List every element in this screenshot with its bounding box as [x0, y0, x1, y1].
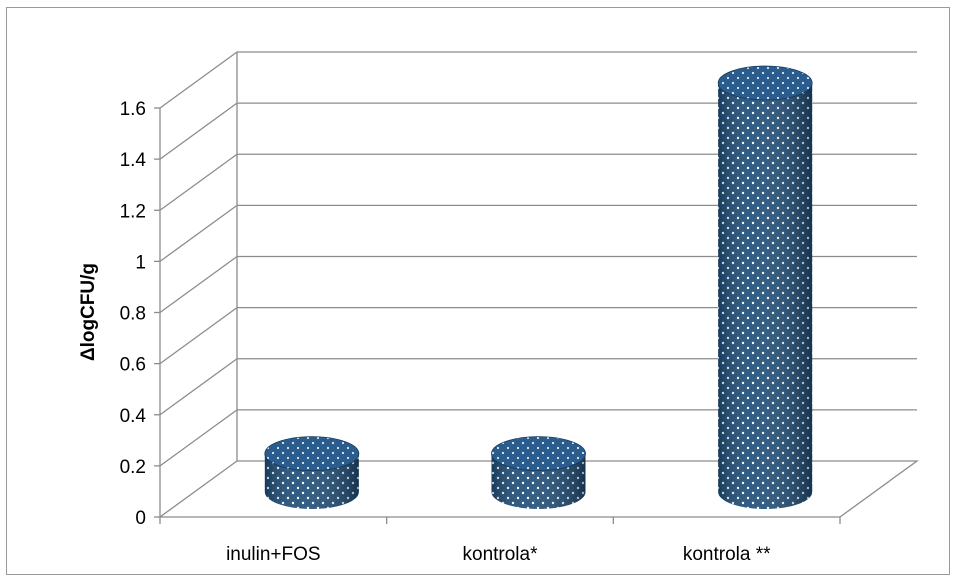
- bar: [264, 436, 360, 509]
- y-tick-label: 0.4: [120, 406, 147, 427]
- bar-shading: [718, 83, 813, 509]
- y-tick-label: 1: [135, 252, 146, 273]
- x-tick-label: inulin+FOS: [226, 544, 321, 565]
- y-tick-label: 0.2: [120, 457, 146, 478]
- y-axis-title: ΔlogCFU/g: [78, 263, 99, 361]
- y-tick-label: 1.4: [120, 150, 147, 171]
- bars: [264, 65, 813, 509]
- y-tick-labels: 0 0.2 0.4 0.6 0.8 1 1.2 1.4 1.6: [120, 99, 147, 529]
- y-tick-label: 1.6: [120, 99, 146, 120]
- y-tick-label: 1.2: [120, 201, 146, 222]
- x-tick-labels: inulin+FOS kontrola* kontrola **: [226, 544, 771, 565]
- bar: [491, 436, 586, 509]
- bar-top: [491, 436, 586, 472]
- y-tick-label: 0: [135, 508, 146, 529]
- y-tick-label: 0.8: [120, 304, 146, 325]
- x-tick-label: kontrola **: [683, 544, 771, 565]
- bar-top: [264, 436, 360, 472]
- y-tick-label: 0.6: [120, 355, 146, 376]
- bar-top: [717, 65, 813, 101]
- bar: [717, 65, 813, 509]
- x-tick-label: kontrola*: [463, 544, 539, 565]
- axes: [158, 52, 919, 524]
